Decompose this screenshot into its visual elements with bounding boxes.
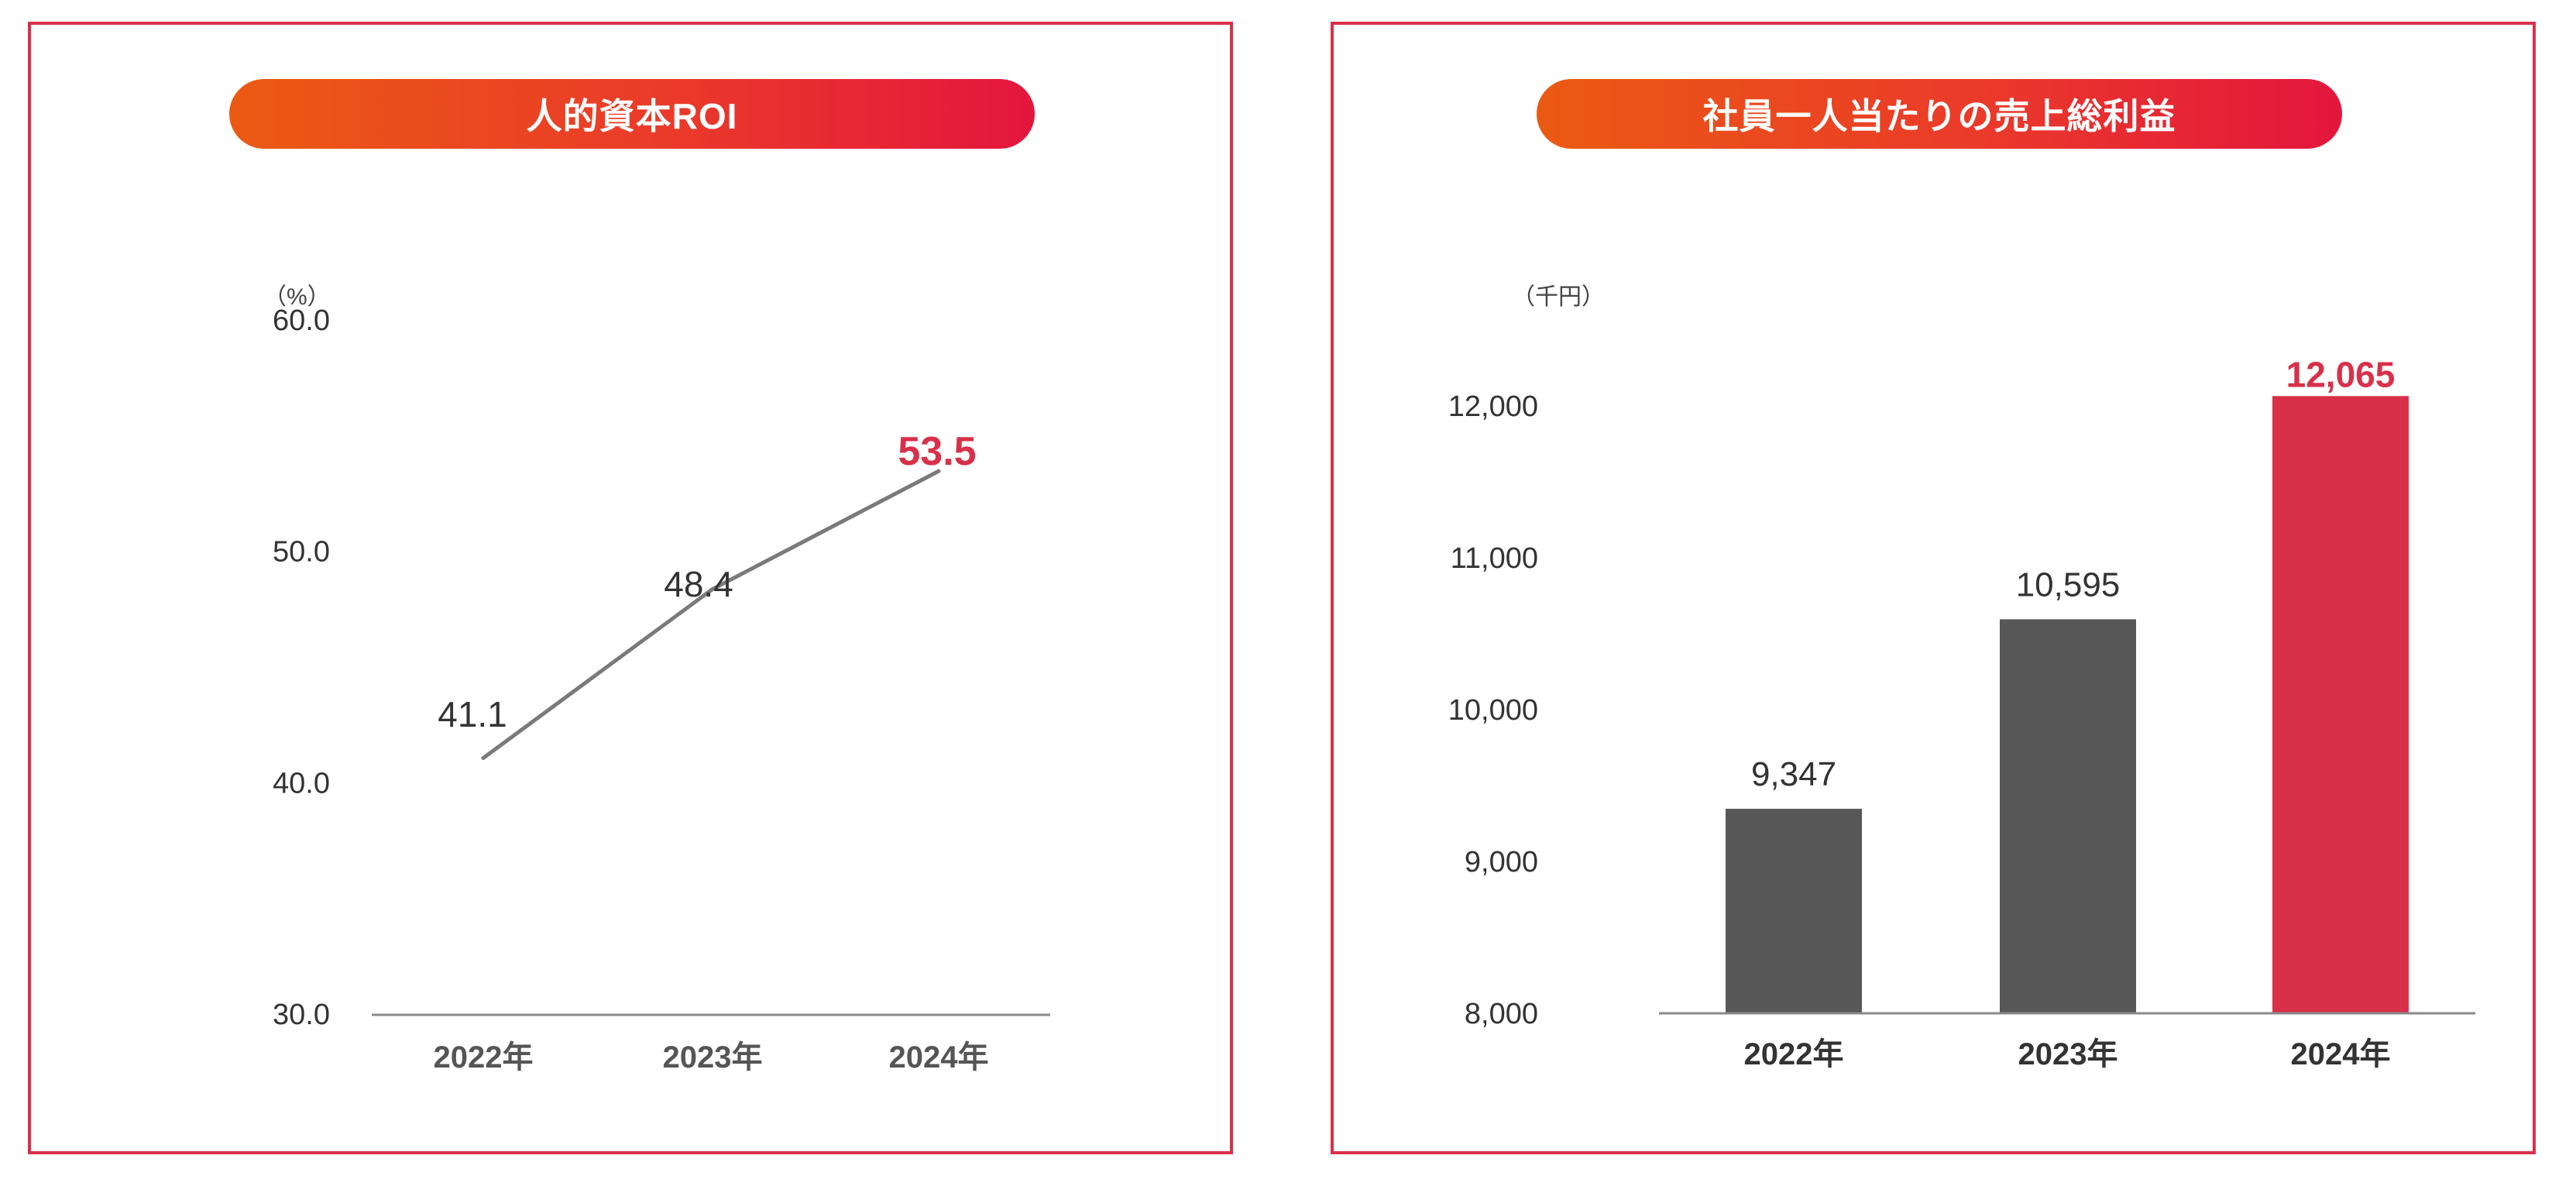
roi-value-label: 48.4 <box>664 564 733 604</box>
y-tick-label: 10,000 <box>1448 694 1538 727</box>
roi-unit-label: （%） <box>263 284 331 310</box>
x-category-label: 2022年 <box>1744 1037 1844 1071</box>
gross-profit-bar-chart: 8,000 9,000 10,000 11,000 12,000 9,347 10,595 1… <box>1448 354 2475 1071</box>
gross-profit-bar <box>1726 808 1862 1013</box>
roi-data-point <box>481 755 486 760</box>
y-tick-label: 40.0 <box>273 767 330 799</box>
roi-chart-panel: 人的資本ROI （%） 30.0 40.0 50.0 60.0 41.1 48.4 53.5… <box>28 22 1233 1154</box>
y-tick-label: 50.0 <box>273 536 330 569</box>
y-tick-label: 30.0 <box>273 999 330 1031</box>
y-tick-label: 60.0 <box>273 304 330 337</box>
y-tick-label: 12,000 <box>1448 390 1538 423</box>
gross-profit-chart-panel: 社員一人当たりの売上総利益 （千円） 8,000 9,000 10,000 11,00… <box>1331 22 2536 1154</box>
x-category-label: 2024年 <box>2291 1037 2391 1071</box>
gross-profit-unit-label: （千円） <box>1512 284 1605 310</box>
gross-profit-value-label: 12,065 <box>2286 354 2396 394</box>
roi-value-label: 53.5 <box>898 429 976 474</box>
gross-profit-bar <box>2000 619 2136 1013</box>
gross-profit-bar <box>2272 396 2409 1013</box>
y-tick-label: 9,000 <box>1465 846 1538 879</box>
roi-data-point <box>710 586 715 591</box>
roi-data-point <box>936 469 941 473</box>
roi-series-line <box>482 469 940 760</box>
roi-line-chart: 30.0 40.0 50.0 60.0 41.1 48.4 53.5 2022年 2023年 20… <box>273 304 1050 1074</box>
y-tick-label: 11,000 <box>1451 542 1538 575</box>
x-category-label: 2024年 <box>889 1040 989 1074</box>
y-tick-label: 8,000 <box>1465 998 1538 1030</box>
x-category-label: 2023年 <box>2018 1037 2118 1071</box>
gross-profit-value-label: 9,347 <box>1751 755 1836 793</box>
gross-profit-value-label: 10,595 <box>2016 566 2121 603</box>
x-category-label: 2022年 <box>434 1040 534 1074</box>
gross-profit-chart-title: 社員一人当たりの売上総利益 <box>1537 79 2342 149</box>
roi-value-label: 41.1 <box>438 694 507 734</box>
x-category-label: 2023年 <box>663 1040 763 1074</box>
roi-chart-title: 人的資本ROI <box>229 79 1035 149</box>
